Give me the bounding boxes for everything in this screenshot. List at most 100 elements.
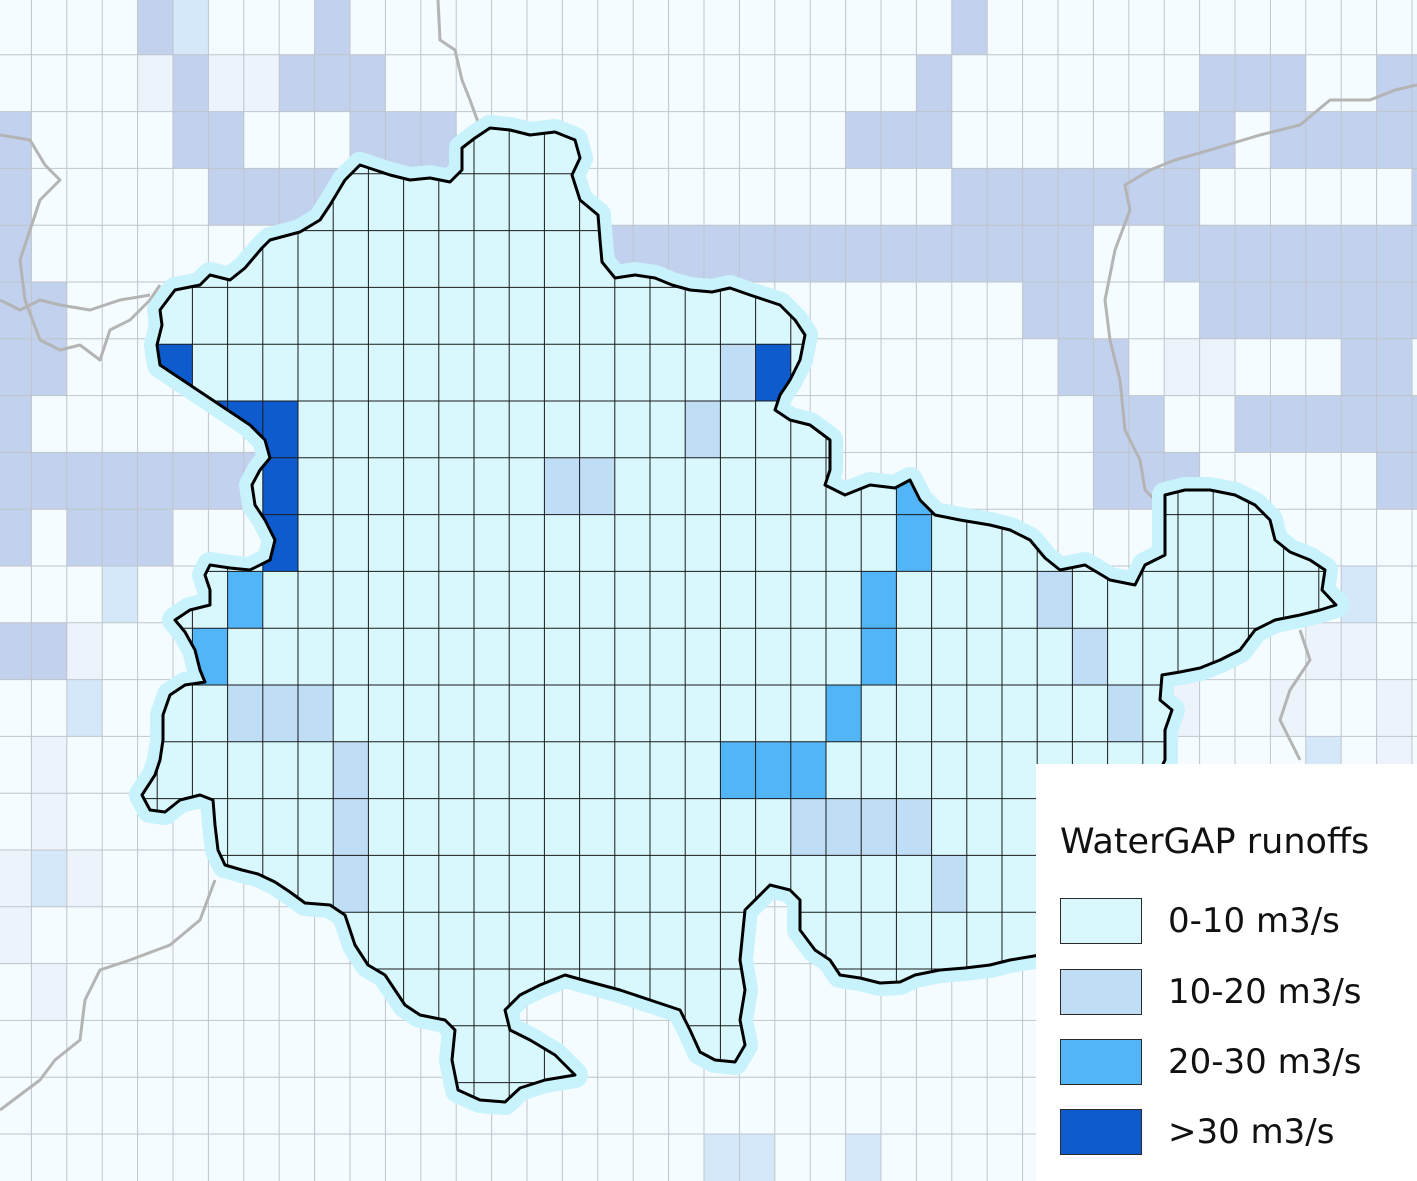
outside-cell xyxy=(1341,622,1377,680)
outside-cell xyxy=(0,850,32,907)
outside-cell xyxy=(1058,168,1094,226)
outside-cell xyxy=(1412,395,1417,453)
outside-cell xyxy=(881,111,917,169)
outside-cell xyxy=(1412,54,1417,112)
region-cell xyxy=(262,457,298,515)
outside-cell xyxy=(0,395,32,453)
outside-cell xyxy=(173,452,209,510)
outside-cell xyxy=(102,566,138,623)
outside-cell xyxy=(0,225,32,282)
outside-cell xyxy=(1235,225,1271,282)
region-cell xyxy=(685,401,721,458)
outside-cell xyxy=(102,509,138,566)
outside-cell xyxy=(1128,168,1165,226)
outside-cell xyxy=(1270,395,1306,453)
border-line xyxy=(0,293,151,312)
legend-swatch xyxy=(1060,969,1142,1015)
outside-cell xyxy=(1270,54,1306,112)
region-cell xyxy=(790,741,826,799)
border-line xyxy=(1278,629,1312,761)
region-cell xyxy=(579,457,615,515)
outside-cell xyxy=(385,111,421,169)
outside-cell xyxy=(137,54,173,112)
outside-cell xyxy=(173,0,209,55)
outside-cell xyxy=(1305,225,1342,282)
region-cell xyxy=(544,457,580,515)
region-cell xyxy=(298,685,334,742)
outside-cell xyxy=(350,54,386,112)
outside-cell xyxy=(1376,111,1412,169)
outside-cell xyxy=(1270,679,1306,737)
outside-cell xyxy=(1341,225,1377,282)
outside-cell xyxy=(1376,54,1412,112)
legend-item: >30 m3/s xyxy=(1060,1109,1410,1155)
border-line xyxy=(0,879,217,1112)
outside-cell xyxy=(31,736,67,794)
region-cell xyxy=(790,798,826,856)
region-cell xyxy=(262,685,298,742)
outside-cell xyxy=(1412,225,1417,282)
outside-cell xyxy=(0,452,32,510)
outside-cell xyxy=(916,225,952,282)
legend-label: >30 m3/s xyxy=(1168,1112,1335,1152)
outside-cell xyxy=(881,225,917,282)
region-cell xyxy=(931,855,967,913)
outside-cell xyxy=(279,54,315,112)
outside-cell xyxy=(1412,168,1417,226)
outside-cell xyxy=(0,509,32,566)
region-cell xyxy=(755,741,791,799)
outside-cell xyxy=(1058,338,1094,396)
outside-cell xyxy=(1022,225,1058,282)
legend-swatch xyxy=(1060,1109,1142,1155)
outside-cell xyxy=(1270,282,1306,339)
outside-cell xyxy=(66,622,103,680)
outside-cell xyxy=(137,0,173,55)
outside-cell xyxy=(1235,282,1271,339)
outside-cell xyxy=(774,225,811,282)
legend-label: 10-20 m3/s xyxy=(1168,972,1362,1012)
outside-cell xyxy=(102,452,138,510)
legend-swatch xyxy=(1060,1039,1142,1085)
outside-cell xyxy=(173,111,209,169)
region-cell xyxy=(826,798,862,856)
outside-cell xyxy=(1376,679,1412,737)
outside-cell xyxy=(243,168,280,226)
outside-cell xyxy=(31,622,67,680)
outside-cell xyxy=(739,1134,775,1181)
outside-cell xyxy=(173,54,209,112)
outside-cell xyxy=(1093,168,1129,226)
outside-cell xyxy=(66,679,103,737)
outside-cell xyxy=(951,168,988,226)
outside-cell xyxy=(1199,111,1235,169)
outside-cell xyxy=(1305,282,1342,339)
outside-cell xyxy=(31,338,67,396)
outside-cell xyxy=(1199,282,1235,339)
outside-cell xyxy=(1305,111,1342,169)
region-cell xyxy=(227,571,263,629)
outside-cell xyxy=(314,54,350,112)
outside-cell xyxy=(704,225,740,282)
outside-cell xyxy=(1164,225,1200,282)
outside-cell xyxy=(845,225,881,282)
outside-cell xyxy=(1164,338,1200,396)
outside-cell xyxy=(704,1134,740,1181)
outside-cell xyxy=(951,0,988,55)
legend-label: 0-10 m3/s xyxy=(1168,901,1340,941)
outside-cell xyxy=(1235,395,1271,453)
outside-cell xyxy=(951,225,988,282)
outside-cell xyxy=(1164,111,1200,169)
border-line xyxy=(1103,83,1417,507)
outside-cell xyxy=(1270,111,1306,169)
outside-cell xyxy=(1376,225,1412,282)
outside-cell xyxy=(916,54,952,112)
outside-cell xyxy=(1305,395,1342,453)
outside-cell xyxy=(1235,54,1271,112)
outside-cell xyxy=(987,225,1023,282)
region-cell xyxy=(896,514,932,572)
outside-cell xyxy=(1199,54,1235,112)
outside-cell xyxy=(66,452,103,510)
border-line xyxy=(0,133,162,362)
region-cell xyxy=(861,628,897,685)
outside-cell xyxy=(1341,111,1377,169)
